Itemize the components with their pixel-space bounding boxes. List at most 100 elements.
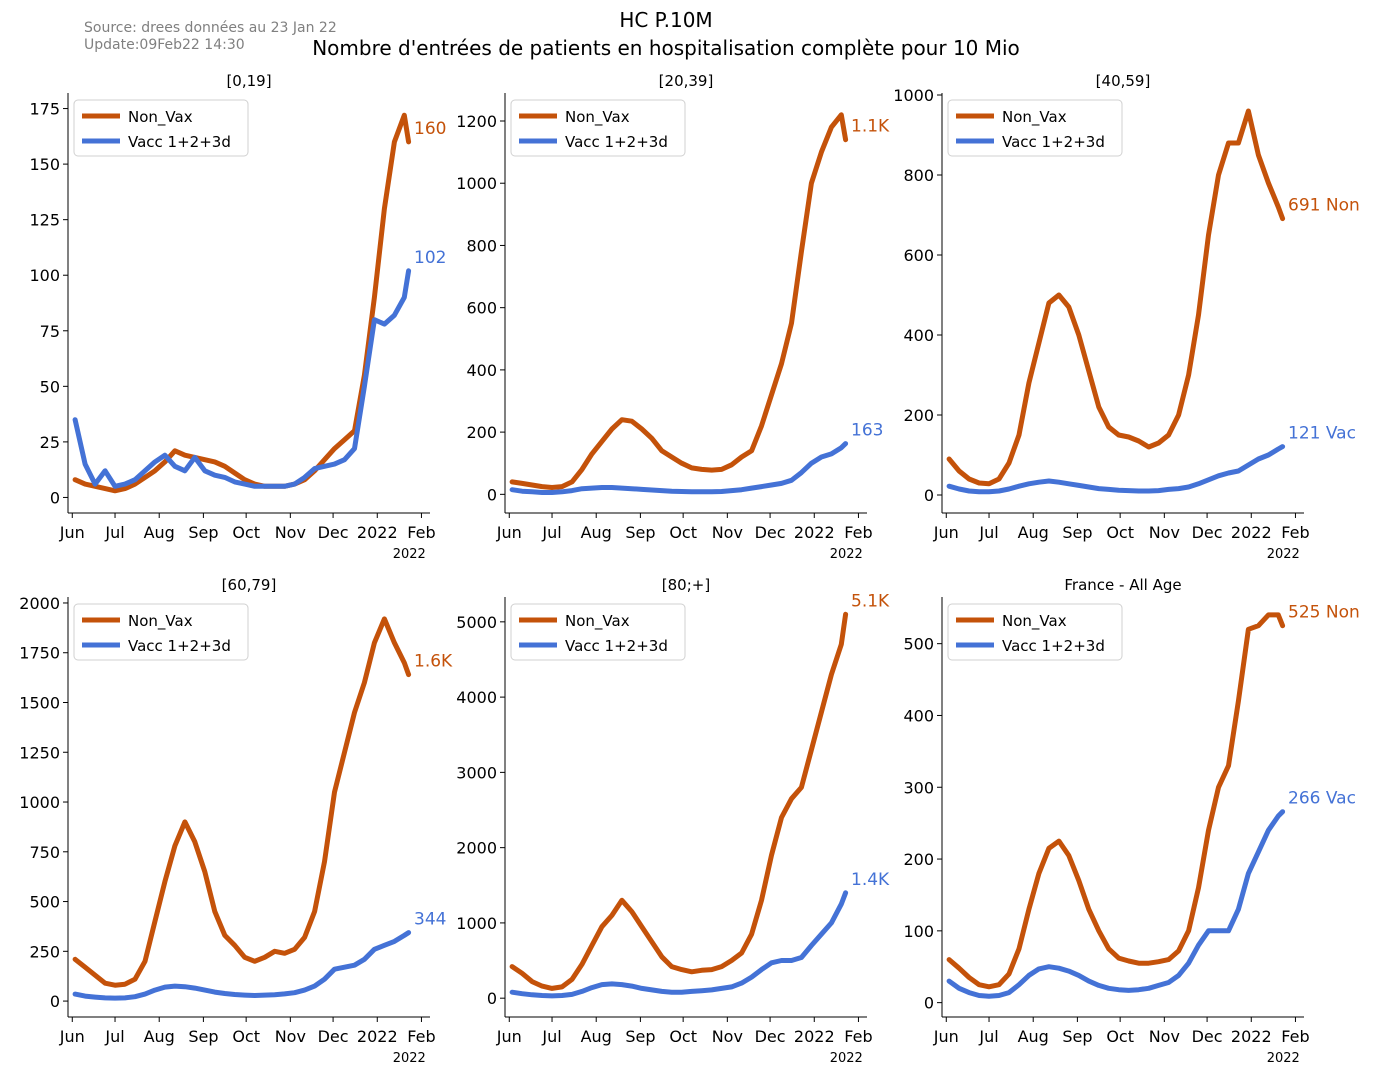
x-year-label: 2022 <box>1267 547 1300 562</box>
y-tick-label: 1200 <box>456 112 497 131</box>
series-line-vacc <box>509 890 849 999</box>
y-tick-label: 150 <box>29 155 60 174</box>
x-tick-label: Aug <box>144 1027 175 1046</box>
y-tick-label: 2000 <box>19 594 60 613</box>
x-tick-label: Jun <box>59 1027 85 1046</box>
legend: Non_Vax Vacc 1+2+3d <box>947 99 1123 157</box>
end-label-vacc: 102 <box>414 248 446 268</box>
x-tick-label: Sep <box>1062 1027 1092 1046</box>
y-tick-label: 25 <box>40 433 60 452</box>
x-tick-label: 2022 <box>357 1027 398 1046</box>
series-line-vacc <box>72 268 412 489</box>
x-tick-label: Oct <box>232 523 260 542</box>
figure-title: HC P.10M <box>619 8 713 32</box>
x-tick-label: Dec <box>755 1027 786 1046</box>
y-tick-label: 0 <box>50 488 60 507</box>
x-year-label: 2022 <box>830 547 863 562</box>
y-tick-label: 3000 <box>456 763 497 782</box>
y-tick-label: 200 <box>466 423 497 442</box>
x-tick-label: Sep <box>1062 523 1092 542</box>
x-tick-label: Nov <box>1149 1027 1180 1046</box>
legend-label-vacc: Vacc 1+2+3d <box>565 133 668 151</box>
y-tick-label: 1750 <box>19 644 60 663</box>
end-label-vacc: 1.4K <box>851 870 890 890</box>
legend-label-vacc: Vacc 1+2+3d <box>128 637 231 655</box>
series-line-non_vax <box>946 612 1286 990</box>
legend-label-vacc: Vacc 1+2+3d <box>128 133 231 151</box>
x-tick-label: Oct <box>1106 523 1134 542</box>
x-tick-label: 2022 <box>1231 1027 1272 1046</box>
x-tick-label: Feb <box>1281 1027 1309 1046</box>
y-tick-label: 1000 <box>19 793 60 812</box>
y-tick-label: 5000 <box>456 613 497 632</box>
y-tick-label: 400 <box>903 706 934 725</box>
x-tick-label: Jun <box>933 1027 959 1046</box>
y-tick-label: 125 <box>29 211 60 230</box>
y-tick-label: 1500 <box>19 693 60 712</box>
y-tick-label: 500 <box>903 635 934 654</box>
legend: Non_Vax Vacc 1+2+3d <box>947 603 1123 661</box>
x-tick-label: Feb <box>1281 523 1309 542</box>
x-tick-label: Nov <box>275 1027 306 1046</box>
x-tick-label: Jul <box>541 1027 561 1046</box>
x-tick-label: Nov <box>712 523 743 542</box>
end-label-vacc: 266 Vac <box>1288 789 1356 809</box>
x-tick-label: 2022 <box>1231 523 1272 542</box>
x-tick-label: Aug <box>581 523 612 542</box>
x-tick-label: Oct <box>1106 1027 1134 1046</box>
legend-label-vacc: Vacc 1+2+3d <box>1002 637 1105 655</box>
x-tick-label: Nov <box>712 1027 743 1046</box>
x-tick-label: Jul <box>104 523 124 542</box>
y-tick-label: 0 <box>50 992 60 1011</box>
x-tick-label: 2022 <box>794 523 835 542</box>
x-tick-label: Dec <box>318 1027 349 1046</box>
end-label-non_vax: 525 Non <box>1288 603 1360 623</box>
x-tick-label: Feb <box>407 1027 435 1046</box>
y-tick-label: 50 <box>40 377 60 396</box>
x-tick-label: Aug <box>1018 523 1049 542</box>
legend: Non_Vax Vacc 1+2+3d <box>510 99 686 157</box>
series-line-vacc <box>509 441 849 495</box>
legend-label-vacc: Vacc 1+2+3d <box>1002 133 1105 151</box>
series-line-vacc <box>946 809 1286 999</box>
y-tick-label: 750 <box>29 843 60 862</box>
y-tick-label: 4000 <box>456 688 497 707</box>
legend: Non_Vax Vacc 1+2+3d <box>510 603 686 661</box>
x-year-label: 2022 <box>1267 1051 1300 1066</box>
panel-title: [40,59] <box>1096 72 1151 90</box>
x-tick-label: Oct <box>669 523 697 542</box>
y-tick-label: 600 <box>903 246 934 265</box>
y-tick-label: 175 <box>29 100 60 119</box>
y-tick-label: 0 <box>924 486 934 505</box>
x-tick-label: Jun <box>59 523 85 542</box>
x-tick-label: Feb <box>407 523 435 542</box>
x-tick-label: Aug <box>144 523 175 542</box>
end-label-non_vax: 5.1K <box>851 591 890 611</box>
series-line-non_vax <box>509 611 849 991</box>
legend-label-vacc: Vacc 1+2+3d <box>565 637 668 655</box>
x-tick-label: Sep <box>188 523 218 542</box>
x-tick-label: Oct <box>669 1027 697 1046</box>
x-year-label: 2022 <box>393 547 426 562</box>
legend-label-non_vax: Non_Vax <box>1002 108 1067 127</box>
legend-label-non_vax: Non_Vax <box>565 612 630 631</box>
figure-subtitle: Nombre d'entrées de patients en hospital… <box>312 36 1020 60</box>
series-line-vacc <box>946 444 1286 495</box>
chart-panel-6: France - All Age 0 100 200 300 400 500 Jun Jul Au… <box>903 576 1359 1066</box>
x-tick-label: Aug <box>581 1027 612 1046</box>
update-text: Update:09Feb22 14:30 <box>84 37 245 53</box>
y-tick-label: 2000 <box>456 839 497 858</box>
x-tick-label: Sep <box>625 523 655 542</box>
end-label-vacc: 163 <box>851 421 883 441</box>
y-tick-label: 100 <box>903 922 934 941</box>
y-tick-label: 500 <box>29 893 60 912</box>
x-tick-label: Dec <box>755 523 786 542</box>
y-tick-label: 0 <box>487 485 497 504</box>
x-tick-label: Jul <box>978 523 998 542</box>
legend-label-non_vax: Non_Vax <box>1002 612 1067 631</box>
series-line-non_vax <box>946 108 1286 487</box>
panel-title: [0,19] <box>226 72 271 90</box>
panel-title: France - All Age <box>1064 576 1181 594</box>
x-year-label: 2022 <box>393 1051 426 1066</box>
